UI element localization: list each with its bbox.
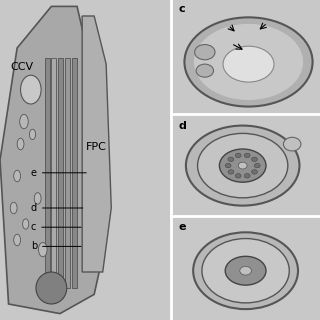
Ellipse shape <box>36 272 67 304</box>
Ellipse shape <box>220 149 266 182</box>
Ellipse shape <box>34 193 41 204</box>
Ellipse shape <box>17 138 24 150</box>
Text: b: b <box>31 241 81 252</box>
Text: d: d <box>31 203 83 213</box>
Ellipse shape <box>254 164 260 168</box>
Ellipse shape <box>38 243 47 257</box>
Ellipse shape <box>23 219 29 229</box>
Ellipse shape <box>240 266 252 275</box>
Ellipse shape <box>194 24 303 100</box>
Ellipse shape <box>196 64 213 77</box>
Ellipse shape <box>244 153 250 157</box>
Bar <box>58 58 63 288</box>
Ellipse shape <box>186 125 300 206</box>
Bar <box>52 58 57 288</box>
Ellipse shape <box>252 170 257 174</box>
Ellipse shape <box>20 75 41 104</box>
Text: e: e <box>31 168 86 178</box>
Text: d: d <box>179 121 187 131</box>
Ellipse shape <box>14 234 20 246</box>
Text: CCV: CCV <box>10 62 33 72</box>
Ellipse shape <box>14 170 20 182</box>
Ellipse shape <box>29 129 36 140</box>
Ellipse shape <box>235 153 241 157</box>
Ellipse shape <box>195 44 215 60</box>
Ellipse shape <box>228 170 234 174</box>
Polygon shape <box>0 6 103 314</box>
Ellipse shape <box>223 46 274 82</box>
Ellipse shape <box>184 17 313 107</box>
Ellipse shape <box>228 157 234 162</box>
Ellipse shape <box>10 202 17 214</box>
Bar <box>65 58 70 288</box>
Ellipse shape <box>284 137 301 151</box>
Text: e: e <box>179 222 186 232</box>
Ellipse shape <box>225 164 231 168</box>
Bar <box>44 58 50 288</box>
Ellipse shape <box>244 174 250 178</box>
Ellipse shape <box>238 162 247 169</box>
Polygon shape <box>82 16 111 272</box>
Ellipse shape <box>193 232 298 309</box>
Ellipse shape <box>252 157 257 162</box>
Ellipse shape <box>235 174 241 178</box>
Ellipse shape <box>225 256 266 285</box>
Text: c: c <box>31 222 81 232</box>
Ellipse shape <box>202 239 289 303</box>
Bar <box>72 58 77 288</box>
Ellipse shape <box>197 133 288 198</box>
Text: FPC: FPC <box>86 142 107 152</box>
Ellipse shape <box>20 114 28 129</box>
Text: c: c <box>179 4 185 14</box>
